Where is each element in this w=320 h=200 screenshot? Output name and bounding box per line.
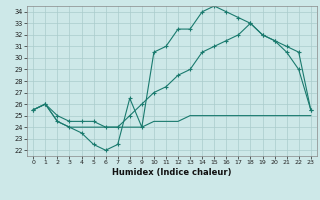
X-axis label: Humidex (Indice chaleur): Humidex (Indice chaleur) xyxy=(112,168,232,177)
